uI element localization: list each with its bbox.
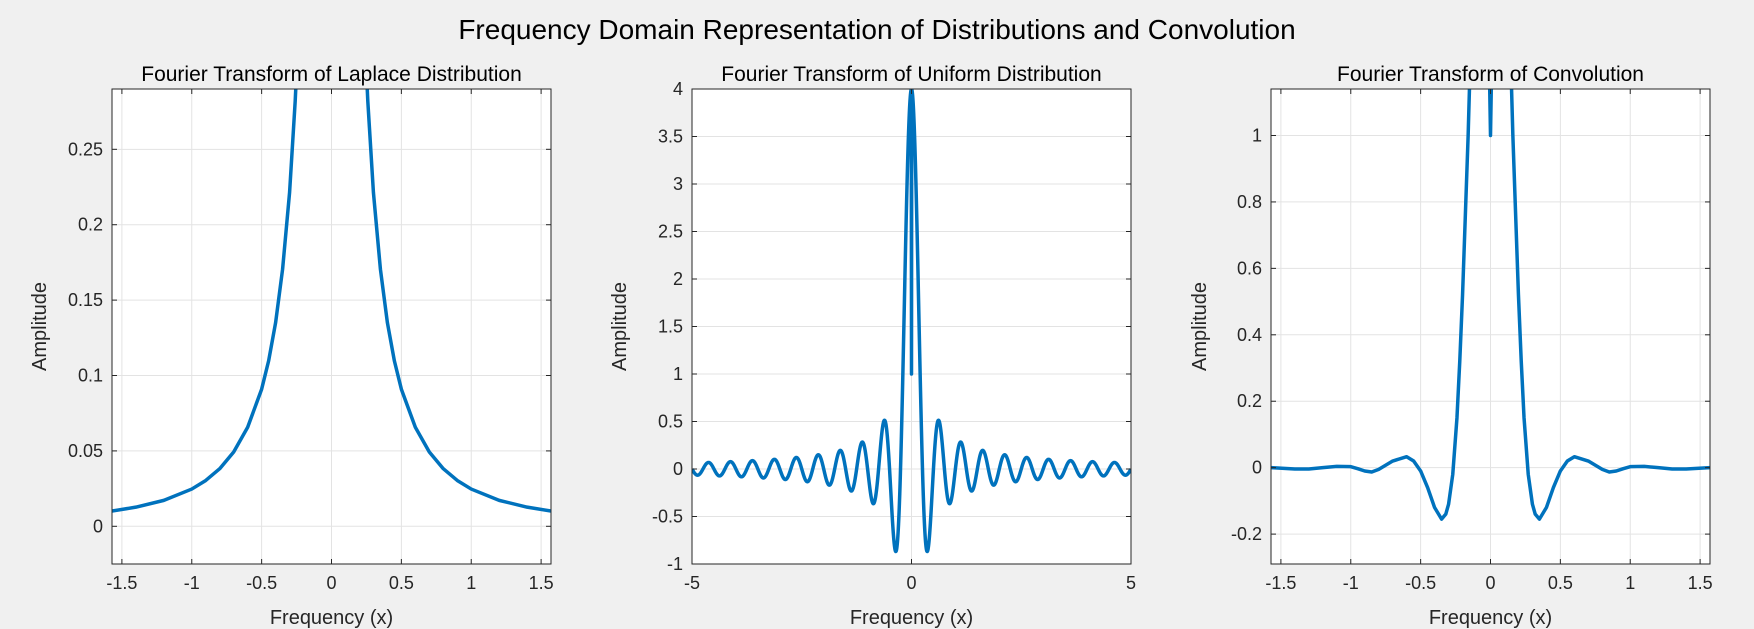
x-tick-label: -5 <box>684 573 700 593</box>
y-axis-label: Amplitude <box>29 282 51 371</box>
y-tick-label: 0.6 <box>1237 258 1262 278</box>
x-tick-label: -1.5 <box>106 573 137 593</box>
y-tick-label: 0.2 <box>1237 391 1262 411</box>
y-tick-label: 1 <box>1252 126 1262 146</box>
y-axis-label: Amplitude <box>1189 282 1211 371</box>
x-axis-label: Frequency (x) <box>1429 607 1552 629</box>
subplot-uniform-ft: -5 0 5 -1 -0.5 0 0.5 1 1.5 2 2.5 3 3.5 4 Fourier Trans… <box>609 63 1136 629</box>
x-tick-label: 1 <box>1625 573 1635 593</box>
y-tick-label: 0 <box>93 516 103 536</box>
x-axis-label: Frequency (x) <box>270 607 393 629</box>
y-tick-label: 2.5 <box>658 222 683 242</box>
x-tick-label: 0.5 <box>1548 573 1573 593</box>
x-tick-label: 0 <box>906 573 916 593</box>
y-tick-label: -0.2 <box>1231 524 1262 544</box>
y-tick-label: 4 <box>673 79 683 99</box>
subplot-laplace-ft: -1.5 -1 -0.5 0 0.5 1 1.5 0 0.05 0.1 0.15 0.2 0.25 Fou… <box>29 63 554 629</box>
x-axis-label: Frequency (x) <box>850 607 973 629</box>
y-tick-label: 3 <box>673 174 683 194</box>
x-tick-label: 1.5 <box>529 573 554 593</box>
y-axis-label: Amplitude <box>609 282 631 371</box>
chart-title: Fourier Transform of Uniform Distributio… <box>721 63 1101 86</box>
x-tick-label: 0 <box>1485 573 1495 593</box>
y-tick-label: -1 <box>667 554 683 574</box>
y-tick-label: -0.5 <box>652 507 683 527</box>
x-tick-label: -1.5 <box>1265 573 1296 593</box>
x-tick-label: -1 <box>1343 573 1359 593</box>
series-line-0 <box>112 89 551 513</box>
y-tick-label: 1 <box>673 364 683 384</box>
x-tick-label: 0 <box>326 573 336 593</box>
chart-title: Fourier Transform of Laplace Distributio… <box>141 63 522 86</box>
x-tick-label: 1 <box>466 573 476 593</box>
subplot-convolution-ft: -1.5 -1 -0.5 0 0.5 1 1.5 -0.2 0 0.2 0.4 0.6 0.8 1 Four… <box>1189 63 1713 629</box>
series-line-0 <box>692 89 1131 554</box>
y-tick-label: 0.15 <box>68 290 103 310</box>
x-tick-label: -0.5 <box>246 573 277 593</box>
x-tick-label: 0.5 <box>389 573 414 593</box>
chart-title: Fourier Transform of Convolution <box>1337 63 1644 86</box>
y-tick-label: 0 <box>673 459 683 479</box>
series-line-0 <box>1271 89 1710 521</box>
y-tick-label: 0.25 <box>68 139 103 159</box>
x-tick-label: 1.5 <box>1688 573 1713 593</box>
y-tick-label: 0.05 <box>68 441 103 461</box>
y-tick-label: 3.5 <box>658 127 683 147</box>
y-tick-label: 0.2 <box>78 215 103 235</box>
grid <box>112 89 551 564</box>
x-tick-label: 5 <box>1126 573 1136 593</box>
y-tick-label: 1.5 <box>658 317 683 337</box>
y-tick-label: 0.1 <box>78 366 103 386</box>
y-tick-label: 2 <box>673 269 683 289</box>
y-tick-label: 0 <box>1252 458 1262 478</box>
figure-suptitle: Frequency Domain Representation of Distr… <box>458 14 1295 45</box>
y-tick-label: 0.4 <box>1237 325 1262 345</box>
x-tick-label: -0.5 <box>1405 573 1436 593</box>
y-tick-label: 0.8 <box>1237 192 1262 212</box>
y-tick-label: 0.5 <box>658 412 683 432</box>
x-tick-label: -1 <box>184 573 200 593</box>
